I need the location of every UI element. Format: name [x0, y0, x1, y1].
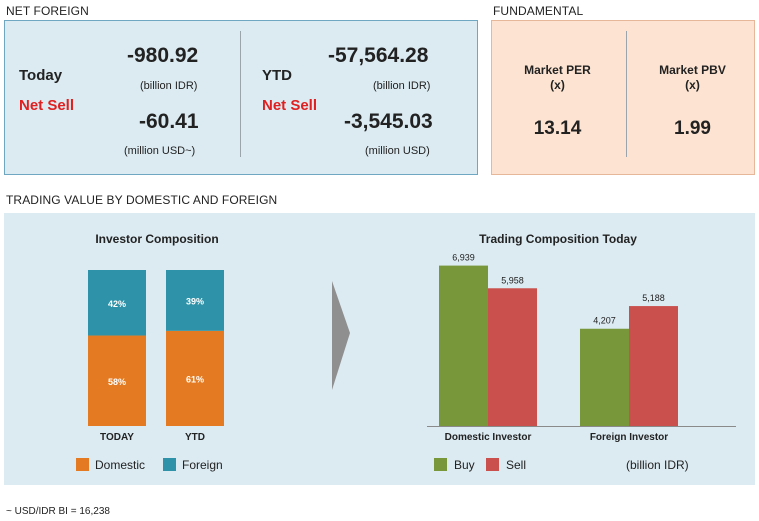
- bar-sell-domestic-investor: [488, 288, 537, 426]
- exchange-rate-footnote: ~ USD/IDR BI = 16,238: [6, 506, 110, 517]
- ytd-idr-unit: (billion IDR): [373, 80, 431, 92]
- bar-value-buy-domestic-investor: 6,939: [452, 253, 475, 263]
- bar-label-foreign-ytd: 39%: [186, 296, 204, 306]
- bar-buy-foreign-investor: [580, 328, 629, 426]
- market-pbv-label-text: Market PBV: [659, 63, 726, 77]
- legend-domestic-label: Domestic: [95, 458, 146, 472]
- x-tick-today: TODAY: [100, 432, 134, 443]
- unit-note: (billion IDR): [626, 458, 689, 472]
- ytd-net-sell-label: Net Sell: [262, 97, 318, 114]
- bar-foreign-ytd: [166, 270, 224, 331]
- legend-domestic-swatch: [76, 458, 89, 471]
- today-label: Today: [19, 67, 63, 84]
- market-per-label: Market PER (x): [500, 63, 615, 93]
- fundamental-panel: Market PER (x) 13.14 Market PBV (x) 1.99: [491, 20, 755, 175]
- net-foreign-panel: Today Net Sell -980.92 (billion IDR) -60…: [4, 20, 478, 175]
- legend-sell-swatch: [486, 458, 499, 471]
- market-per-value: 13.14: [533, 118, 582, 139]
- today-idr-value: -980.92: [127, 44, 199, 67]
- market-per-label-text: Market PER: [524, 63, 591, 77]
- bar-label-domestic-ytd: 61%: [186, 374, 204, 384]
- legend-foreign-swatch: [163, 458, 176, 471]
- ytd-usd-unit: (million USD): [365, 145, 430, 157]
- trading-value-title: TRADING VALUE BY DOMESTIC AND FOREIGN: [6, 193, 278, 207]
- bar-buy-domestic-investor: [439, 265, 488, 426]
- bar-domestic-today: [88, 335, 146, 426]
- legend-sell-label: Sell: [506, 458, 527, 472]
- fundamental-divider: [626, 31, 627, 157]
- net-foreign-title: NET FOREIGN: [6, 4, 89, 18]
- today-usd-value: -60.41: [139, 110, 199, 133]
- legend-buy-swatch: [434, 458, 447, 471]
- x-tick-foreign-investor: Foreign Investor: [590, 432, 668, 443]
- trading-composition-title: Trading Composition Today: [479, 232, 637, 246]
- bar-value-buy-foreign-investor: 4,207: [593, 316, 616, 326]
- today-net-sell-label: Net Sell: [19, 97, 75, 114]
- arrow-shape: [332, 281, 350, 390]
- bar-sell-foreign-investor: [629, 306, 678, 426]
- net-foreign-divider: [240, 31, 241, 157]
- today-usd-unit: (million USD~): [124, 145, 196, 157]
- market-pbv-label: Market PBV (x): [635, 63, 750, 93]
- ytd-idr-value: -57,564.28: [328, 44, 429, 67]
- bar-domestic-ytd: [166, 330, 224, 426]
- investor-composition-title: Investor Composition: [95, 232, 218, 246]
- bar-label-domestic-today: 58%: [108, 377, 126, 387]
- fundamental-title: FUNDAMENTAL: [493, 4, 584, 18]
- trading-charts-svg: Investor Composition 58% 42% TODAY 61% 39% YTD…: [88, 232, 736, 443]
- today-idr-unit: (billion IDR): [140, 80, 198, 92]
- legend-foreign-label: Foreign: [182, 458, 223, 472]
- bar-value-sell-foreign-investor: 5,188: [642, 293, 665, 303]
- legend-buy-label: Buy: [454, 458, 475, 472]
- bar-foreign-today: [88, 270, 146, 336]
- x-tick-ytd: YTD: [185, 432, 205, 443]
- market-pbv-value: 1.99: [674, 118, 711, 139]
- trading-value-panel: Investor Composition 58% 42% TODAY 61% 39% YTD…: [4, 213, 755, 485]
- bar-label-foreign-today: 42%: [108, 299, 126, 309]
- x-tick-domestic-investor: Domestic Investor: [445, 432, 532, 443]
- market-pbv-unit: (x): [685, 78, 700, 92]
- bar-value-sell-domestic-investor: 5,958: [501, 275, 524, 285]
- ytd-usd-value: -3,545.03: [344, 110, 433, 133]
- ytd-label: YTD: [262, 67, 292, 84]
- market-per-unit: (x): [550, 78, 565, 92]
